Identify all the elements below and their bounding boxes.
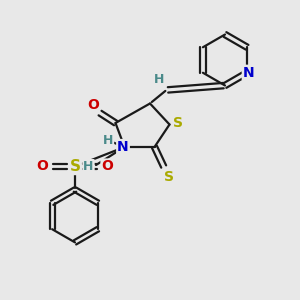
Text: O: O [37,160,49,173]
Text: S: S [173,116,184,130]
Text: H: H [103,134,113,148]
Text: N: N [117,140,129,154]
Text: H: H [154,73,164,86]
Text: O: O [101,160,113,173]
Text: S: S [164,170,175,184]
Text: O: O [87,98,99,112]
Text: N: N [243,66,254,80]
Text: S: S [70,159,80,174]
Text: H: H [83,160,94,173]
